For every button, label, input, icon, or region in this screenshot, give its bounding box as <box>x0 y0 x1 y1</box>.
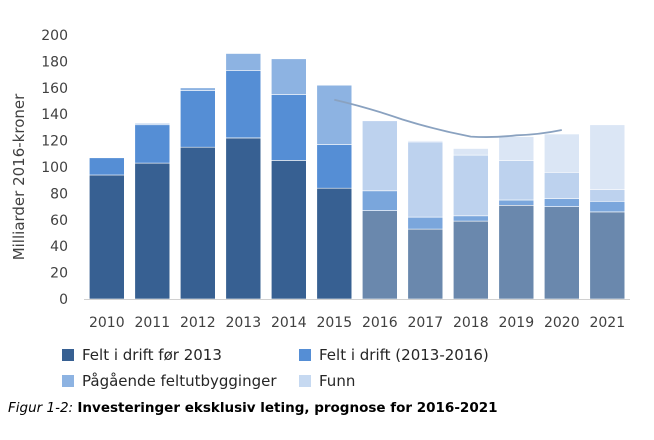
bar-segment <box>589 211 626 300</box>
bar-segment <box>361 210 398 300</box>
bar-segment <box>407 216 444 230</box>
caption-prefix: Figur 1-2: <box>8 400 74 416</box>
y-tick-label: 20 <box>50 266 68 282</box>
x-tick-label: 2010 <box>89 315 125 331</box>
x-tick-label: 2016 <box>362 315 398 331</box>
y-tick-label: 60 <box>50 213 68 229</box>
bar-segment <box>89 157 125 176</box>
y-tick-label: 140 <box>41 107 68 123</box>
figure-caption: Figur 1-2: Investeringer eksklusiv letin… <box>8 400 498 416</box>
bar-segment <box>452 220 489 300</box>
bar-segment <box>180 146 216 300</box>
x-tick-label: 2019 <box>498 315 534 331</box>
legend-item: Funn <box>299 372 355 390</box>
bar-segment <box>589 124 626 190</box>
bar-segment <box>225 70 262 139</box>
x-tick-label: 2021 <box>589 315 625 331</box>
bar-segment <box>134 123 171 126</box>
bar-segment <box>270 94 307 161</box>
y-tick-label: 120 <box>41 134 68 150</box>
bar-segment <box>589 201 626 213</box>
legend-swatch <box>62 375 74 387</box>
bar-segment <box>543 172 580 200</box>
bar-segment <box>543 198 580 207</box>
legend-label: Felt i drift før 2013 <box>82 346 222 364</box>
bar-segment <box>498 160 535 201</box>
bar-segment <box>180 90 216 148</box>
legend-label: Felt i drift (2013-2016) <box>319 346 489 364</box>
bar-segment <box>498 199 535 206</box>
legend-swatch <box>299 349 311 361</box>
bar-segment <box>452 148 489 156</box>
bar-segment <box>452 215 489 222</box>
x-tick-labels: 2010 2011 2012 2013 2014 2015 2016 2017 2018 2019… <box>89 315 625 331</box>
bar-segment <box>270 160 307 300</box>
y-tick-label: 160 <box>41 81 68 97</box>
bar-segment <box>498 205 535 300</box>
legend-swatch <box>62 349 74 361</box>
y-axis-title: Milliarder 2016-kroner <box>10 93 28 260</box>
bar-segment <box>407 141 444 218</box>
bar-segment <box>498 136 535 161</box>
x-tick-label: 2014 <box>271 315 307 331</box>
trend-line-group <box>334 98 562 138</box>
bar-group <box>89 53 626 300</box>
bar-segment <box>134 162 171 300</box>
bar-segment <box>316 144 353 189</box>
bar-segment <box>316 187 353 300</box>
legend-item: Pågående feltutbygginger <box>62 372 277 390</box>
bar-segment <box>180 87 216 91</box>
legend-label: Pågående feltutbygginger <box>82 372 277 390</box>
bar-segment <box>361 190 398 211</box>
bar-segment <box>543 133 580 173</box>
y-tick-label: 180 <box>41 54 68 70</box>
y-tick-label: 100 <box>41 160 68 176</box>
bar-segment <box>543 206 580 300</box>
x-tick-label: 2018 <box>453 315 489 331</box>
bar-segment <box>407 228 444 300</box>
trend-line <box>334 98 562 138</box>
legend-item: Felt i drift før 2013 <box>62 346 222 364</box>
bar-segment <box>134 124 171 164</box>
legend-swatch <box>299 375 311 387</box>
x-tick-label: 2015 <box>316 315 352 331</box>
bar-segment <box>407 140 444 143</box>
y-tick-labels: 0 20 40 60 80 100 120 140 160 180 200 <box>41 28 68 308</box>
x-tick-label: 2020 <box>544 315 580 331</box>
legend-item: Felt i drift (2013-2016) <box>299 346 489 364</box>
legend-label: Funn <box>319 372 356 390</box>
x-tick-label: 2013 <box>225 315 261 331</box>
bar-segment <box>589 189 626 202</box>
x-tick-label: 2017 <box>407 315 443 331</box>
bar-segment <box>225 53 262 72</box>
caption-title: Investeringer eksklusiv leting, prognose… <box>77 400 498 416</box>
x-tick-label: 2011 <box>134 315 170 331</box>
y-tick-label: 200 <box>41 28 68 44</box>
bar-segment <box>452 154 489 217</box>
x-tick-label: 2012 <box>180 315 216 331</box>
bar-segment <box>89 174 125 300</box>
y-tick-label: 80 <box>50 186 68 202</box>
bar-segment <box>361 120 398 192</box>
bar-segment <box>225 137 262 300</box>
bar-segment <box>270 58 307 95</box>
investment-chart: 0 20 40 60 80 100 120 140 160 180 200 2010 2011 2012… <box>10 28 630 331</box>
bar-segment <box>316 84 353 145</box>
y-tick-label: 40 <box>50 239 68 255</box>
y-tick-label: 0 <box>59 292 68 308</box>
